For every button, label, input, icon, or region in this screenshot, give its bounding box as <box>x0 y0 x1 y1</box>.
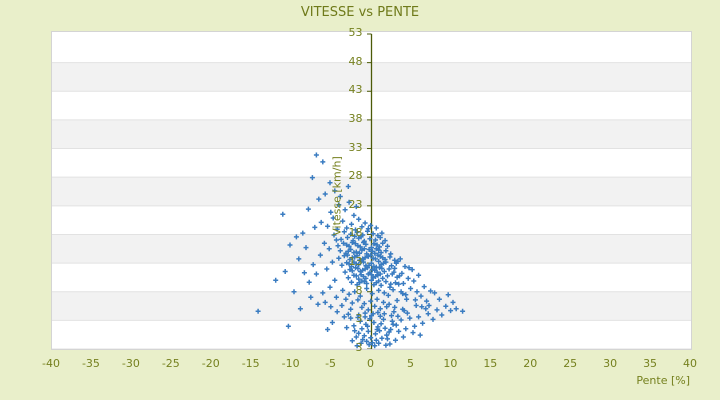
x-tick-label: -40 <box>42 357 60 370</box>
x-tick-label: -30 <box>121 357 140 370</box>
x-tick-label: 25 <box>563 357 578 370</box>
x-tick-label: 35 <box>643 357 658 370</box>
y-tick-label: 13 <box>348 255 363 269</box>
y-tick-label: 43 <box>348 83 363 97</box>
x-tick-label: 5 <box>406 357 414 370</box>
y-tick-label: 3 <box>355 312 363 326</box>
x-tick-label: -25 <box>161 357 180 370</box>
y-tick-label: 8 <box>355 283 363 297</box>
y-axis-title: Vitesse [km/h] <box>330 156 344 236</box>
y-tick-label: 38 <box>348 111 363 125</box>
x-tick-label: 20 <box>523 357 538 370</box>
x-tick-label: 40 <box>683 357 697 370</box>
x-tick-label: 15 <box>483 357 498 370</box>
y-tick-label: 18 <box>348 226 363 240</box>
x-tick-label: 10 <box>443 357 458 370</box>
x-tick-label: -10 <box>281 357 300 370</box>
plot-area <box>51 31 692 350</box>
x-tick-label: -5 <box>325 357 337 370</box>
y-tick-label: 28 <box>348 169 363 183</box>
y-tick-label: 48 <box>348 54 363 68</box>
x-axis-title: Pente [%] <box>636 374 690 387</box>
x-tick-label: 0 <box>367 357 374 370</box>
y-tick-label: 23 <box>348 197 363 211</box>
x-tick-label: -15 <box>241 357 260 370</box>
scatter-plot-canvas <box>52 32 691 349</box>
y-tick-label: 33 <box>348 140 363 154</box>
y-tick-label: 3 <box>355 341 363 354</box>
x-tick-label: -20 <box>201 357 220 370</box>
y-tick-label: 53 <box>348 26 363 39</box>
chart-title: VITESSE vs PENTE <box>300 5 420 20</box>
x-tick-label: -35 <box>81 357 100 370</box>
x-tick-label: 30 <box>603 357 618 370</box>
